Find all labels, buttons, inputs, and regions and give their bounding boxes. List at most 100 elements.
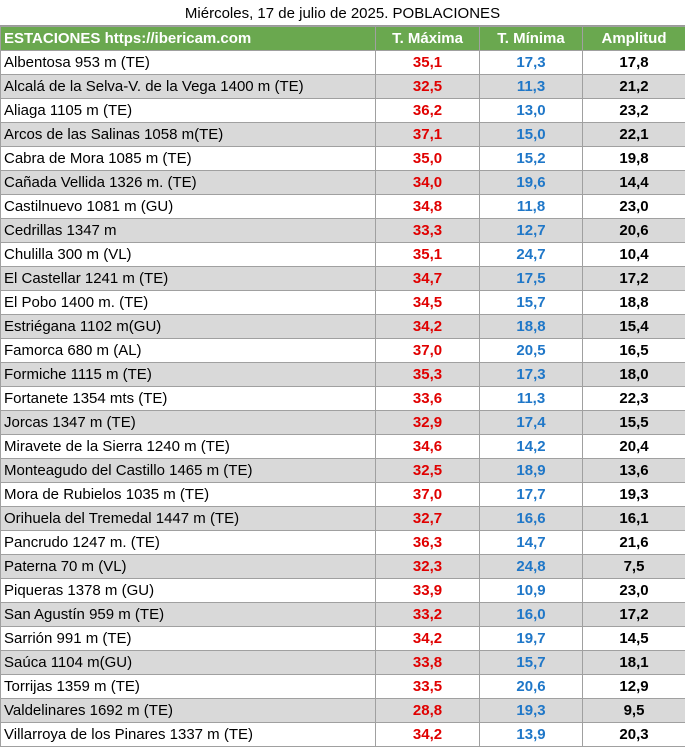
max-temp-cell: 34,2 <box>375 722 480 747</box>
header-min-temp: T. Mínima <box>479 26 583 51</box>
max-temp-cell: 37,0 <box>375 338 480 363</box>
amplitude-cell: 19,3 <box>582 482 685 507</box>
amplitude-cell: 17,2 <box>582 602 685 627</box>
amplitude-cell: 21,6 <box>582 530 685 555</box>
station-name-cell: Estriégana 1102 m(GU) <box>0 314 376 339</box>
amplitude-cell: 21,2 <box>582 74 685 99</box>
station-name-cell: Miravete de la Sierra 1240 m (TE) <box>0 434 376 459</box>
amplitude-cell: 20,3 <box>582 722 685 747</box>
min-temp-cell: 16,0 <box>479 602 583 627</box>
table-row: Torrijas 1359 m (TE) 33,5 20,6 12,9 <box>0 674 685 699</box>
amplitude-cell: 10,4 <box>582 242 685 267</box>
amplitude-cell: 18,1 <box>582 650 685 675</box>
max-temp-cell: 36,2 <box>375 98 480 123</box>
table-row: Fortanete 1354 mts (TE) 33,6 11,3 22,3 <box>0 386 685 411</box>
max-temp-cell: 34,2 <box>375 626 480 651</box>
max-temp-cell: 34,6 <box>375 434 480 459</box>
min-temp-cell: 19,3 <box>479 698 583 723</box>
table-body: Albentosa 953 m (TE) 35,1 17,3 17,8 Alcalá d… <box>0 50 685 747</box>
min-temp-cell: 18,8 <box>479 314 583 339</box>
max-temp-cell: 33,2 <box>375 602 480 627</box>
min-temp-cell: 15,0 <box>479 122 583 147</box>
amplitude-cell: 15,4 <box>582 314 685 339</box>
min-temp-cell: 10,9 <box>479 578 583 603</box>
max-temp-cell: 36,3 <box>375 530 480 555</box>
min-temp-cell: 11,3 <box>479 386 583 411</box>
station-name-cell: Monteagudo del Castillo 1465 m (TE) <box>0 458 376 483</box>
table-row: Albentosa 953 m (TE) 35,1 17,3 17,8 <box>0 50 685 75</box>
amplitude-cell: 23,0 <box>582 578 685 603</box>
table-row: Formiche 1115 m (TE) 35,3 17,3 18,0 <box>0 362 685 387</box>
table-row: El Pobo 1400 m. (TE) 34,5 15,7 18,8 <box>0 290 685 315</box>
station-name-cell: Villarroya de los Pinares 1337 m (TE) <box>0 722 376 747</box>
max-temp-cell: 34,5 <box>375 290 480 315</box>
max-temp-cell: 33,6 <box>375 386 480 411</box>
min-temp-cell: 17,4 <box>479 410 583 435</box>
max-temp-cell: 34,2 <box>375 314 480 339</box>
min-temp-cell: 17,3 <box>479 362 583 387</box>
station-name-cell: Cedrillas 1347 m <box>0 218 376 243</box>
amplitude-cell: 17,2 <box>582 266 685 291</box>
amplitude-cell: 18,0 <box>582 362 685 387</box>
max-temp-cell: 32,7 <box>375 506 480 531</box>
amplitude-cell: 23,0 <box>582 194 685 219</box>
station-name-cell: Mora de Rubielos 1035 m (TE) <box>0 482 376 507</box>
sheet-title: Miércoles, 17 de julio de 2025. POBLACIO… <box>0 0 685 26</box>
max-temp-cell: 34,0 <box>375 170 480 195</box>
station-name-cell: El Pobo 1400 m. (TE) <box>0 290 376 315</box>
min-temp-cell: 11,3 <box>479 74 583 99</box>
table-row: Chulilla 300 m (VL) 35,1 24,7 10,4 <box>0 242 685 267</box>
max-temp-cell: 37,1 <box>375 122 480 147</box>
table-row: Miravete de la Sierra 1240 m (TE) 34,6 14,… <box>0 434 685 459</box>
station-name-cell: Saúca 1104 m(GU) <box>0 650 376 675</box>
amplitude-cell: 22,3 <box>582 386 685 411</box>
amplitude-cell: 22,1 <box>582 122 685 147</box>
station-name-cell: Castilnuevo 1081 m (GU) <box>0 194 376 219</box>
amplitude-cell: 18,8 <box>582 290 685 315</box>
station-name-cell: Albentosa 953 m (TE) <box>0 50 376 75</box>
min-temp-cell: 13,0 <box>479 98 583 123</box>
table-row: Cedrillas 1347 m 33,3 12,7 20,6 <box>0 218 685 243</box>
amplitude-cell: 7,5 <box>582 554 685 579</box>
table-row: Mora de Rubielos 1035 m (TE) 37,0 17,7 19,3 <box>0 482 685 507</box>
max-temp-cell: 32,3 <box>375 554 480 579</box>
station-name-cell: Famorca 680 m (AL) <box>0 338 376 363</box>
table-row: Valdelinares 1692 m (TE) 28,8 19,3 9,5 <box>0 698 685 723</box>
table-row: Sarrión 991 m (TE) 34,2 19,7 14,5 <box>0 626 685 651</box>
station-name-cell: Alcalá de la Selva-V. de la Vega 1400 m … <box>0 74 376 99</box>
station-name-cell: El Castellar 1241 m (TE) <box>0 266 376 291</box>
station-name-cell: Paterna 70 m (VL) <box>0 554 376 579</box>
station-name-cell: Chulilla 300 m (VL) <box>0 242 376 267</box>
header-amplitude: Amplitud <box>582 26 685 51</box>
header-max-temp: T. Máxima <box>375 26 480 51</box>
table-row: Piqueras 1378 m (GU) 33,9 10,9 23,0 <box>0 578 685 603</box>
min-temp-cell: 17,5 <box>479 266 583 291</box>
amplitude-cell: 23,2 <box>582 98 685 123</box>
station-name-cell: Fortanete 1354 mts (TE) <box>0 386 376 411</box>
min-temp-cell: 17,3 <box>479 50 583 75</box>
header-stations: ESTACIONES https://ibericam.com <box>0 26 376 51</box>
station-name-cell: Sarrión 991 m (TE) <box>0 626 376 651</box>
min-temp-cell: 20,5 <box>479 338 583 363</box>
table-row: San Agustín 959 m (TE) 33,2 16,0 17,2 <box>0 602 685 627</box>
table-row: Paterna 70 m (VL) 32,3 24,8 7,5 <box>0 554 685 579</box>
min-temp-cell: 19,7 <box>479 626 583 651</box>
station-name-cell: San Agustín 959 m (TE) <box>0 602 376 627</box>
station-name-cell: Piqueras 1378 m (GU) <box>0 578 376 603</box>
station-name-cell: Orihuela del Tremedal 1447 m (TE) <box>0 506 376 531</box>
table-row: Jorcas 1347 m (TE) 32,9 17,4 15,5 <box>0 410 685 435</box>
table-row: Arcos de las Salinas 1058 m(TE) 37,1 15,0 2… <box>0 122 685 147</box>
max-temp-cell: 35,3 <box>375 362 480 387</box>
station-name-cell: Torrijas 1359 m (TE) <box>0 674 376 699</box>
max-temp-cell: 35,1 <box>375 242 480 267</box>
max-temp-cell: 32,5 <box>375 74 480 99</box>
table-row: Famorca 680 m (AL) 37,0 20,5 16,5 <box>0 338 685 363</box>
table-row: Cabra de Mora 1085 m (TE) 35,0 15,2 19,8 <box>0 146 685 171</box>
header-row: ESTACIONES https://ibericam.com T. Máxim… <box>0 26 685 51</box>
min-temp-cell: 20,6 <box>479 674 583 699</box>
min-temp-cell: 17,7 <box>479 482 583 507</box>
amplitude-cell: 16,5 <box>582 338 685 363</box>
max-temp-cell: 34,8 <box>375 194 480 219</box>
max-temp-cell: 34,7 <box>375 266 480 291</box>
max-temp-cell: 33,3 <box>375 218 480 243</box>
